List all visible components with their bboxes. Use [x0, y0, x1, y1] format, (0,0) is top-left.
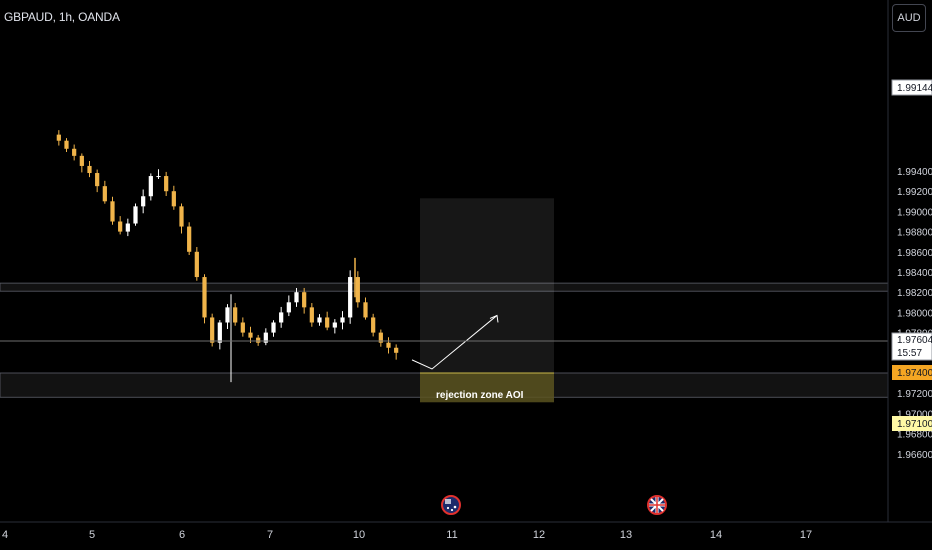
x-tick-label: 12 — [533, 529, 545, 541]
candle-body[interactable] — [95, 173, 100, 187]
candle-body[interactable] — [64, 140, 69, 149]
australia-flag-icon[interactable] — [441, 495, 461, 515]
candle-body[interactable] — [141, 196, 146, 207]
candle-body[interactable] — [271, 322, 276, 333]
y-tick-label: 1.98800 — [897, 228, 932, 239]
candle-body[interactable] — [171, 191, 176, 207]
candle-body[interactable] — [102, 186, 107, 202]
candle-body[interactable] — [309, 307, 314, 323]
candle-body[interactable] — [217, 322, 222, 343]
upper-box-price-label: 1.99144 — [891, 79, 932, 96]
candle-body[interactable] — [348, 277, 353, 318]
candle-body[interactable] — [87, 165, 92, 174]
projection-layer[interactable] — [411, 314, 499, 370]
candle-body[interactable] — [110, 201, 115, 222]
position-box-layer — [420, 198, 554, 403]
y-tick-label: 1.99400 — [897, 167, 932, 178]
projection-arrow-path[interactable] — [411, 315, 498, 370]
svg-text:1.97604: 1.97604 — [897, 335, 932, 346]
x-tick-label: 10 — [353, 529, 365, 541]
candle-body[interactable] — [279, 312, 284, 323]
candle-body[interactable] — [248, 332, 253, 338]
candle-body[interactable] — [56, 134, 61, 141]
x-tick-label: 4 — [2, 529, 8, 541]
candle-body[interactable] — [263, 332, 268, 343]
y-tick-label: 1.96600 — [897, 450, 932, 461]
candle-body[interactable] — [256, 337, 261, 343]
candle-body[interactable] — [371, 317, 376, 333]
candle-body[interactable] — [187, 226, 192, 252]
candle-body[interactable] — [194, 251, 199, 278]
candle-body[interactable] — [118, 221, 123, 232]
candle-body[interactable] — [164, 176, 169, 192]
candle-body[interactable] — [378, 332, 383, 343]
candle-body[interactable] — [294, 292, 299, 303]
y-tick-label: 1.96800 — [897, 430, 932, 441]
candle-body[interactable] — [133, 206, 138, 224]
annotation-label[interactable]: rejection zone AOI — [436, 390, 524, 401]
svg-text:1.97400: 1.97400 — [897, 368, 932, 379]
candle-body[interactable] — [332, 322, 337, 328]
y-tick-label: 1.97200 — [897, 389, 932, 400]
rejection-zone-box — [420, 373, 554, 403]
zone-top-price-label: 1.97400 — [892, 365, 932, 380]
candle-body[interactable] — [210, 317, 215, 343]
candle-body[interactable] — [317, 317, 322, 323]
y-tick-label: 1.98600 — [897, 248, 932, 259]
currency-button[interactable]: AUD — [892, 4, 926, 32]
target-zone-box — [420, 198, 554, 373]
x-tick-label: 17 — [800, 529, 812, 541]
candle-body[interactable] — [72, 148, 77, 156]
candle-body[interactable] — [225, 307, 230, 323]
arrow-head-icon — [489, 314, 499, 323]
candles-layer[interactable] — [56, 130, 399, 383]
candle-body[interactable] — [302, 292, 307, 308]
candle-body[interactable] — [148, 176, 153, 197]
candle-body[interactable] — [125, 223, 130, 232]
time-axis[interactable]: 4 5 6 7 10 11 12 13 14 17 — [2, 529, 812, 541]
x-tick-label: 13 — [620, 529, 632, 541]
svg-text:1.99144: 1.99144 — [897, 83, 932, 94]
candle-body[interactable] — [386, 342, 391, 348]
candle-body[interactable] — [240, 322, 245, 333]
candle-body[interactable] — [179, 206, 184, 227]
uk-flag-icon[interactable] — [647, 495, 667, 515]
candle-body[interactable] — [394, 347, 399, 353]
x-tick-label: 7 — [267, 529, 273, 541]
current-price-label: 1.97604 15:57 — [891, 332, 932, 361]
x-tick-label: 11 — [446, 529, 457, 541]
candle-body[interactable] — [363, 302, 368, 318]
y-tick-label: 1.99200 — [897, 187, 932, 198]
candle-body[interactable] — [325, 317, 330, 328]
symbol-title[interactable]: GBPAUD, 1h, OANDA — [4, 10, 120, 24]
x-tick-label: 6 — [179, 529, 185, 541]
y-tick-label: 1.99000 — [897, 207, 932, 218]
candle-body[interactable] — [233, 307, 238, 323]
candle-body[interactable] — [286, 302, 291, 313]
y-tick-label: 1.98200 — [897, 288, 932, 299]
y-tick-label: 1.98400 — [897, 268, 932, 279]
y-tick-label: 1.98000 — [897, 308, 932, 319]
x-tick-label: 14 — [710, 529, 722, 541]
zone-bottom-price-label: 1.97100 — [892, 416, 932, 431]
countdown-timer: 15:57 — [897, 348, 922, 359]
candle-body[interactable] — [355, 277, 360, 303]
svg-text:1.97100: 1.97100 — [897, 419, 932, 430]
x-tick-label: 5 — [89, 529, 95, 541]
candle-body[interactable] — [79, 155, 84, 166]
y-tick-label: 1.97000 — [897, 409, 932, 420]
candle-body[interactable] — [156, 176, 161, 178]
candle-body[interactable] — [340, 317, 345, 323]
candle-body[interactable] — [202, 277, 207, 318]
